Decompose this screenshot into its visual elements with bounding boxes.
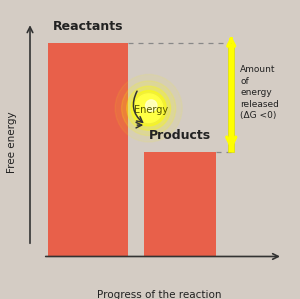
- Text: Reactants: Reactants: [53, 20, 124, 33]
- Text: Energy: Energy: [134, 105, 168, 115]
- Bar: [143, 152, 216, 257]
- Circle shape: [134, 94, 163, 123]
- Circle shape: [127, 86, 171, 130]
- Text: Free energy: Free energy: [7, 111, 17, 173]
- Bar: [48, 43, 128, 257]
- Text: Progress of the reaction: Progress of the reaction: [97, 290, 221, 299]
- Text: Amount
of
energy
released
(ΔG <0): Amount of energy released (ΔG <0): [240, 65, 279, 120]
- Circle shape: [122, 81, 176, 135]
- Bar: [228, 43, 235, 152]
- Circle shape: [131, 91, 166, 126]
- Circle shape: [146, 100, 157, 111]
- Circle shape: [115, 74, 182, 142]
- Text: Products: Products: [148, 129, 211, 142]
